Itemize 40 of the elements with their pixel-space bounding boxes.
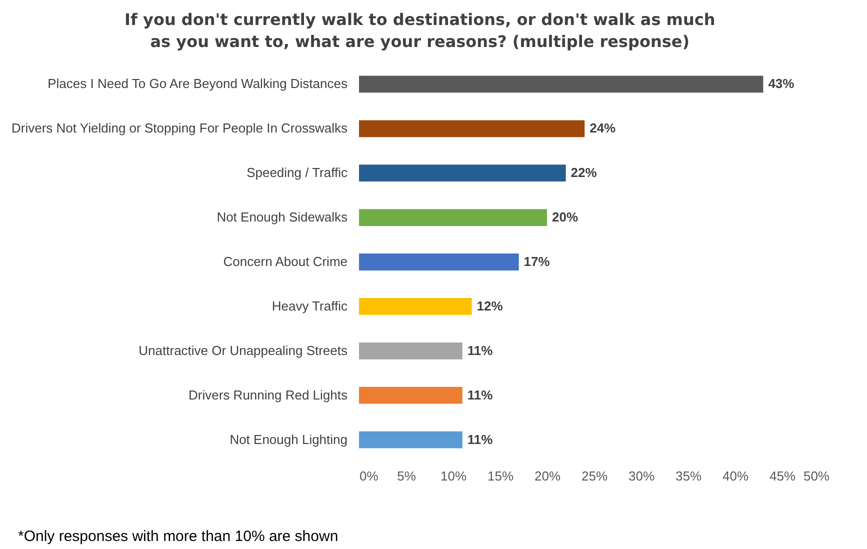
x-tick-label: 20% xyxy=(534,468,561,484)
data-label: 11% xyxy=(467,387,494,402)
x-tick-label: 25% xyxy=(581,468,608,484)
data-label: 24% xyxy=(590,120,616,136)
text: *Only responses with more than 10% are shown xyxy=(18,528,338,545)
x-tick-label: 50% xyxy=(803,468,830,484)
bar xyxy=(359,254,519,270)
y-tick-label: Heavy Traffic xyxy=(272,298,348,314)
bar xyxy=(359,342,462,360)
y-tick-label: Not Enough Sidewalks xyxy=(216,210,348,225)
x-tick-label: 10% xyxy=(440,468,467,484)
y-tick-label: Unattractive Or Unappealing Streets xyxy=(138,342,348,358)
data-label: 12% xyxy=(476,298,504,314)
y-tick-label: Not Enough Lighting xyxy=(230,432,348,447)
bar xyxy=(359,120,585,138)
x-tick-label: 35% xyxy=(675,468,702,484)
y-tick-label: Concern About Crime xyxy=(223,254,348,269)
y-tick-label: Drivers Running Red Lights xyxy=(188,387,348,402)
y-tick-label: Drivers Not Yielding or Stopping For People In Crosswalks xyxy=(12,120,348,136)
bar xyxy=(359,209,547,226)
bar xyxy=(359,386,462,404)
data-label: 43% xyxy=(768,76,795,92)
x-tick-label: 45% xyxy=(769,468,796,484)
x-tick-label: 5% xyxy=(397,468,416,484)
data-label: 22% xyxy=(570,165,598,180)
x-tick-label: 0% xyxy=(360,468,379,484)
bar xyxy=(359,431,462,448)
data-label: 11% xyxy=(467,342,494,358)
data-label: 11% xyxy=(467,432,494,447)
x-tick-label: 30% xyxy=(628,468,655,484)
data-label: 20% xyxy=(552,210,578,225)
bar xyxy=(359,298,472,315)
x-tick-label: 15% xyxy=(487,468,514,484)
data-label: 17% xyxy=(524,254,550,269)
y-tick-label: Places I Need To Go Are Beyond Walking Distances xyxy=(48,76,348,92)
chart-title: If you don't currently walk to destinations, or don't walk as much as you want to, what are your reasons? (multiple response) xyxy=(124,10,716,51)
bar xyxy=(359,164,566,182)
bar xyxy=(359,76,764,93)
x-tick-label: 40% xyxy=(722,468,749,484)
y-tick-label: Speeding / Traffic xyxy=(246,165,348,180)
